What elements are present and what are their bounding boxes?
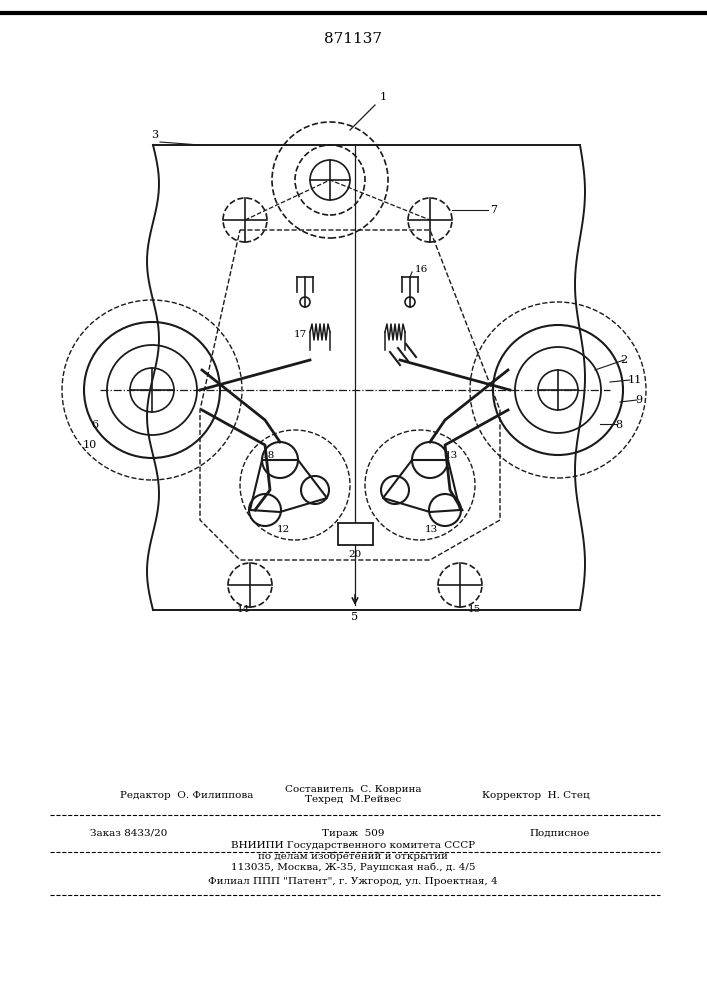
Text: 113035, Москва, Ж-35, Раушская наб., д. 4/5: 113035, Москва, Ж-35, Раушская наб., д. … [230,862,475,872]
Text: 6: 6 [91,420,98,430]
Text: 11: 11 [628,375,642,385]
Text: по делам изобретений и открытий: по делам изобретений и открытий [258,851,448,861]
Text: Тираж  509: Тираж 509 [322,828,384,838]
Bar [338,523,373,545]
Text: Техред  М.Рейвес: Техред М.Рейвес [305,795,401,804]
Text: 15: 15 [468,605,481,614]
Text: ВНИИПИ Государственного комитета СССР: ВНИИПИ Государственного комитета СССР [231,840,475,850]
Text: 10: 10 [83,440,97,450]
Text: Редактор  О. Филиппова: Редактор О. Филиппова [120,791,253,800]
Text: 16: 16 [415,265,428,274]
Text: Корректор  Н. Стец: Корректор Н. Стец [482,791,590,800]
Text: 13: 13 [425,526,438,534]
Text: Составитель  С. Коврина: Составитель С. Коврина [285,785,421,794]
Text: 9: 9 [635,395,642,405]
Text: 13: 13 [445,450,458,460]
Text: 14: 14 [236,605,250,614]
Text: Заказ 8433/20: Заказ 8433/20 [90,828,168,838]
Text: 17: 17 [293,330,307,339]
Text: Филиал ППП "Патент", г. Ужгород, ул. Проектная, 4: Филиал ППП "Патент", г. Ужгород, ул. Про… [208,878,498,886]
Text: 7: 7 [490,205,497,215]
Text: Подписное: Подписное [530,828,590,838]
Text: 12: 12 [276,526,290,534]
Text: 3: 3 [151,130,158,140]
Text: 20: 20 [349,550,361,559]
Text: 2: 2 [620,355,627,365]
Text: 1: 1 [380,92,387,102]
Text: 871137: 871137 [324,32,382,46]
Text: 5: 5 [351,612,358,622]
Text: 8: 8 [615,420,622,430]
Text: 18: 18 [262,450,275,460]
